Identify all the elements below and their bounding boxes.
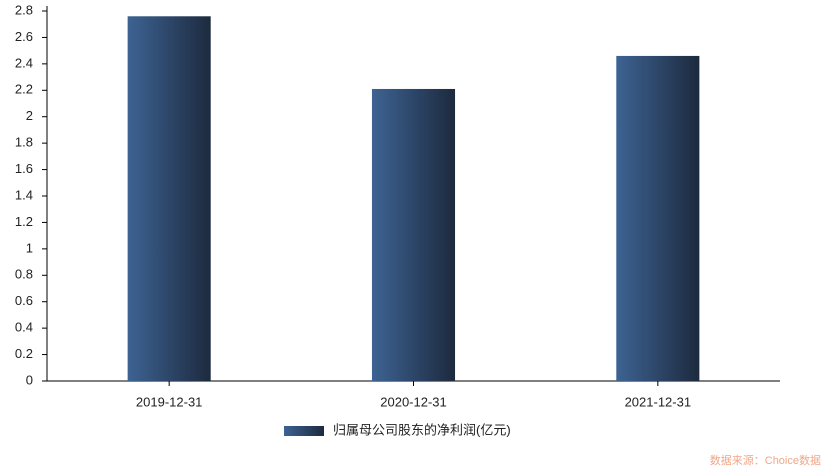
y-tick-label: 2 [26,108,33,123]
x-tick-label: 2021-12-31 [625,394,692,409]
y-tick-label: 2.8 [15,2,33,17]
bar [127,16,211,382]
x-tick-label: 2019-12-31 [136,394,203,409]
y-tick-label: 1.8 [15,135,33,150]
bar [616,55,700,382]
y-tick-label: 2.2 [15,82,33,97]
y-tick-label: 0.2 [15,346,33,361]
legend-label: 归属母公司股东的净利润(亿元) [333,422,511,437]
y-tick-label: 1.6 [15,161,33,176]
y-tick-label: 2.6 [15,29,33,44]
y-tick-label: 2.4 [15,55,33,70]
y-tick-label: 1 [26,240,33,255]
y-tick-label: 0.8 [15,267,33,282]
y-tick-label: 1.4 [15,187,33,202]
y-tick-label: 0.4 [15,320,33,335]
y-tick-label: 0 [26,372,33,387]
x-tick-label: 2020-12-31 [380,394,447,409]
source-note: 数据来源：Choice数据 [710,453,821,467]
bar [371,88,456,381]
legend-swatch [284,426,324,436]
y-tick-label: 1.2 [15,214,33,229]
y-tick-label: 0.6 [15,293,33,308]
